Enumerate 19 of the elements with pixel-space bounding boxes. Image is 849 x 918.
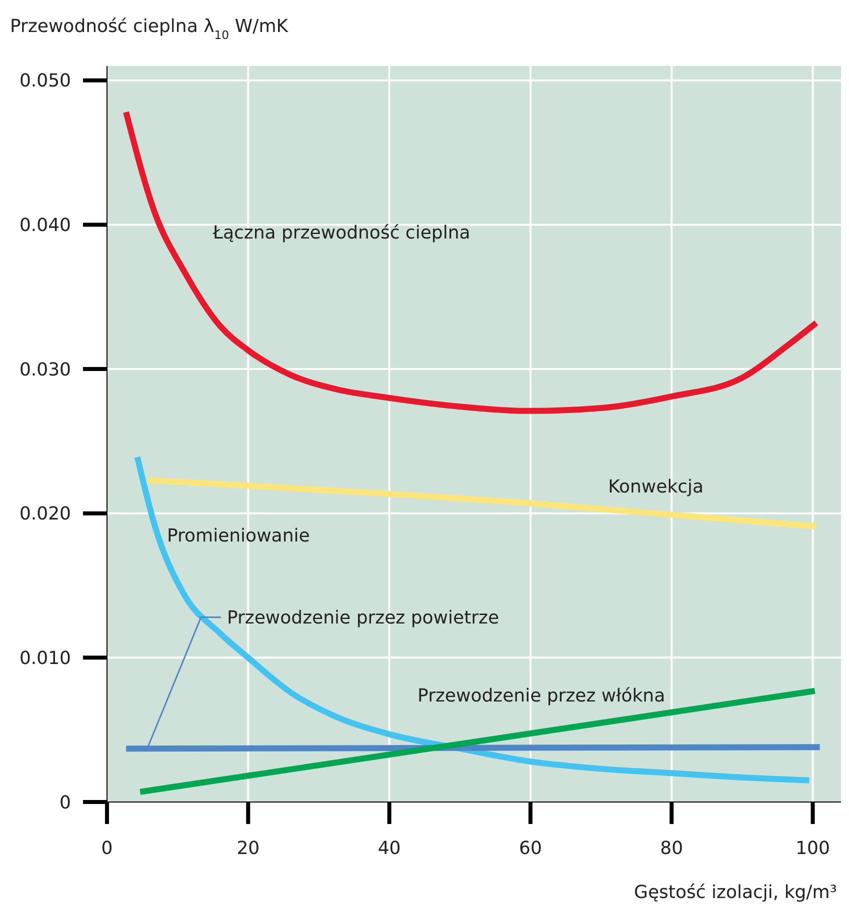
text: Łączna przewodność cieplna	[212, 222, 470, 244]
y-tick-label: 0.020	[19, 504, 71, 525]
y-tick-label: 0.030	[19, 359, 71, 380]
y-axis-title: Przewodność cieplna λ$_{10}$ W/mK	[10, 16, 290, 42]
y-tick-label: 0.010	[19, 648, 71, 669]
x-tick-label: 20	[236, 838, 260, 859]
series-label: Promieniowanie	[166, 525, 310, 546]
x-tick-label: 40	[378, 838, 401, 859]
y-tick-label: 0	[60, 792, 71, 814]
text: Przewodzenie przez powietrze	[226, 608, 500, 629]
x-axis-title: Gęstość izolacji, kg/m³	[634, 882, 837, 903]
y-tick-label: 0.040	[19, 215, 71, 236]
x-tick-label: 0	[101, 838, 113, 859]
series-label: Przewodzenie przez włókna	[418, 686, 666, 707]
y-tick-label: 0.050	[19, 70, 71, 92]
x-tick-label: 100	[796, 838, 830, 859]
series-label: Konwekcja	[608, 476, 704, 498]
x-tick-label: 60	[519, 838, 542, 859]
x-tick-label: 80	[660, 838, 684, 859]
